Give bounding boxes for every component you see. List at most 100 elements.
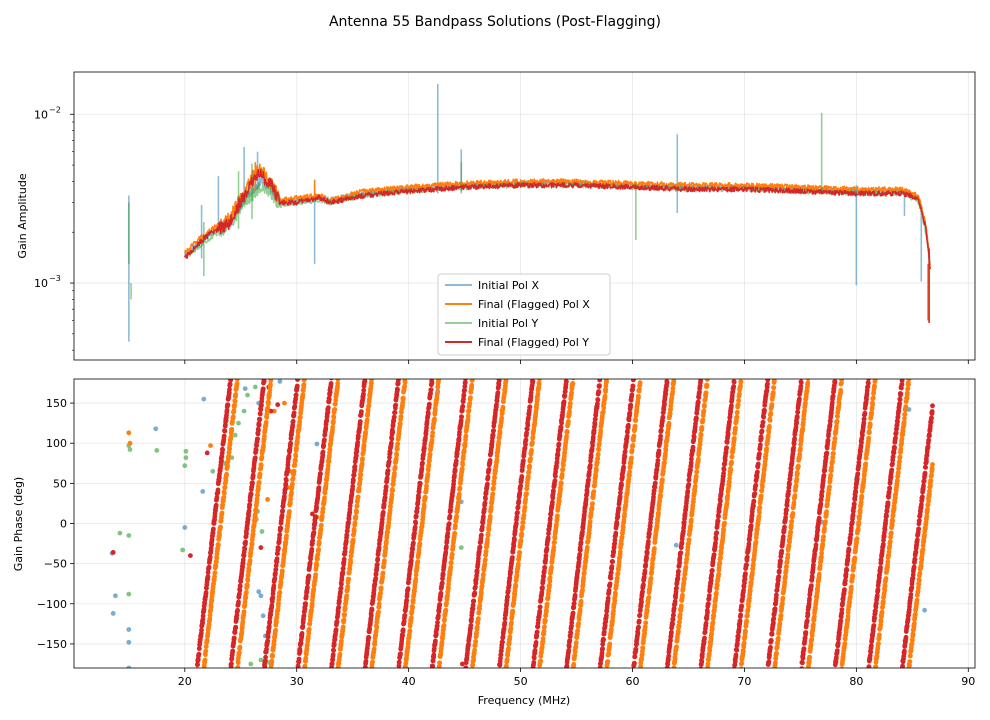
phase-point-final-flagged-pol-y [877,575,882,581]
phase-point-final-flagged-pol-y [558,424,564,430]
phase-point-final-flagged-pol-y [787,476,793,482]
phase-point-final-flagged-pol-y [367,626,373,632]
phase-point-final-flagged-pol-y [280,508,285,514]
phase-point-final-flagged-pol-x [345,584,351,589]
phase-point-final-flagged-pol-y [445,534,450,540]
phase-point-final-flagged-pol-y [534,633,540,639]
phase-point-final-flagged-pol-y [515,510,520,515]
phase-point-final-flagged-pol-y [626,422,631,428]
phase-point-final-flagged-pol-y [477,544,483,550]
phase-point-final-flagged-pol-x [297,419,303,425]
phase-point-initial-pol-y-16 [245,392,250,398]
phase-point-final-flagged-pol-x [318,527,324,532]
phase-point-final-flagged-pol-x [376,609,381,615]
phase-point-final-flagged-pol-y [583,496,589,502]
phase-point-final-flagged-pol-y [326,397,332,402]
phase-point-final-flagged-pol-y [414,505,420,511]
phase-point-final-flagged-pol-x [356,485,362,491]
phase-point-final-flagged-pol-y [587,462,593,468]
phase-point-initial-pol-y-0 [117,530,123,536]
phase-point-final-flagged-pol-x [222,485,228,490]
phase-point-final-flagged-pol-x [365,408,371,413]
phase-point-final-flagged-pol-y [273,571,278,576]
phase-point-final-flagged-pol-y [301,613,307,619]
phase-point-final-flagged-pol-y [246,508,252,514]
phase-point-final-flagged-pol-y [615,514,621,520]
phase-point-final-flagged-pol-y [505,588,511,594]
phase-point-final-flagged-pol-y [396,379,401,383]
phase-point-final-flagged-pol-x [295,439,300,445]
phase-point-final-flagged-pol-y [327,389,333,395]
phase-point-final-flagged-pol-x [303,655,309,661]
phase-point-final-flagged-pol-y [294,383,300,389]
phase-point-final-flagged-pol-y [637,612,643,618]
phase-point-final-flagged-pol-y [257,417,263,422]
phase-point-final-flagged-pol-y [217,475,222,481]
phase-point-final-flagged-pol-y [351,472,357,478]
phase-point-final-flagged-pol-y [206,564,212,570]
phase-point-final-flagged-pol-y [640,589,645,595]
phase-point-final-flagged-pol-x [208,604,214,610]
phase-point-final-flagged-pol-y-0 [110,550,116,555]
phase-point-final-flagged-pol-y [459,414,464,420]
phase-point-final-flagged-pol-y [245,517,251,522]
phase-point-final-flagged-pol-x [507,634,513,640]
phase-point-initial-pol-x-8 [200,489,206,494]
phase-point-final-flagged-pol-y [254,443,259,448]
phase-point-final-flagged-pol-y [461,392,467,398]
phase-point-final-flagged-pol-y [368,613,374,619]
phase-point-final-flagged-pol-x [433,408,438,413]
phase-point-final-flagged-pol-y [798,380,804,385]
phase-point-final-flagged-pol-y [207,554,213,560]
phase-point-final-flagged-pol-y [458,418,464,423]
phase-point-final-flagged-pol-y [545,535,551,541]
phase-point-final-flagged-pol-x [261,443,266,448]
phase-point-final-flagged-pol-y [323,425,329,431]
phase-point-final-flagged-pol-y [761,414,766,420]
phase-point-final-flagged-pol-y [318,471,323,477]
phase-point-final-flagged-pol-y [233,624,239,630]
phase-point-final-flagged-pol-y [805,612,811,618]
phase-point-final-flagged-pol-y [292,403,298,409]
phase-point-final-flagged-pol-x [383,546,389,552]
phase-point-final-flagged-pol-x [248,551,254,556]
phase-point-final-flagged-pol-y-7 [310,511,315,517]
phase-point-final-flagged-pol-y [741,584,747,590]
phase-point-final-flagged-pol-y [431,652,437,658]
phase-point-final-flagged-pol-y [854,476,860,482]
phase-point-final-flagged-pol-y [566,644,572,649]
phase-point-initial-pol-x-10 [242,386,248,391]
phase-point-final-flagged-pol-x [410,604,415,610]
phase-point-final-flagged-pol-y [724,439,730,445]
phase-point-final-flagged-pol-y [716,508,722,514]
phase-point-final-flagged-pol-x [341,617,347,623]
phase-point-final-flagged-pol-x [262,433,267,439]
phase-point-final-flagged-pol-x [230,419,235,425]
phase-point-final-flagged-pol-x [213,564,219,569]
phase-point-final-flagged-pol-x [522,504,528,510]
phase-point-final-flagged-pol-y [410,546,416,552]
phase-point-final-flagged-pol-y [822,468,828,473]
phase-point-final-flagged-pol-x [394,452,400,458]
phase-point-final-flagged-pol-y [483,496,488,502]
phase-point-final-flagged-pol-y [921,483,926,489]
phase-point-final-flagged-pol-y [519,474,525,479]
amplitude-axes: 10−210−3 Gain Amplitude Initial Pol X Fi… [16,71,976,364]
phase-point-final-flagged-pol-y [583,502,589,508]
phase-point-final-flagged-pol-x-4 [282,400,287,406]
phase-point-final-flagged-pol-y-2 [204,450,210,456]
phase-point-final-flagged-pol-y [639,599,644,605]
phase-point-final-flagged-pol-y [783,515,788,520]
phase-point-final-flagged-pol-y [642,568,648,574]
amplitude-axes-frame [73,71,976,361]
phase-point-final-flagged-pol-y [283,477,289,483]
phase-point-final-flagged-pol-y [530,379,536,384]
phase-point-final-flagged-pol-x [460,462,466,468]
phase-point-final-flagged-pol-y [758,442,763,448]
phase-point-final-flagged-pol-x [459,466,465,472]
phase-point-final-flagged-pol-y [887,486,893,491]
phase-point-final-flagged-pol-y [624,433,630,439]
phase-point-final-flagged-pol-x [524,491,529,496]
phase-point-final-flagged-pol-y [845,553,851,559]
phase-point-final-flagged-pol-x [273,627,278,633]
